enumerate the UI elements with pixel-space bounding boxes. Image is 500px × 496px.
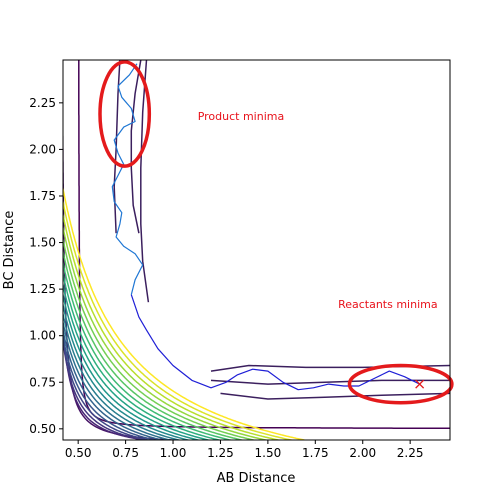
contour-line [63, 326, 165, 440]
plot-background [63, 60, 450, 440]
x-tick-label: 1.50 [255, 446, 282, 460]
y-tick-label: 1.75 [29, 189, 56, 203]
product-minima-ellipse [98, 60, 152, 168]
y-axis-ticks: 0.50 0.75 1.00 1.25 1.50 1.75 2.00 2.25 [29, 96, 63, 436]
trajectory-product-side [111, 63, 144, 295]
annotation-label: Reactants minima [338, 298, 438, 311]
reactants-minima-ellipse [347, 363, 454, 405]
contour-line [63, 211, 282, 440]
y-tick-label: 0.75 [29, 375, 56, 389]
contour-line [63, 291, 201, 440]
contour-line [63, 223, 270, 440]
inner-contour-line [220, 392, 450, 400]
y-tick-label: 2.25 [29, 96, 56, 110]
contour-line [63, 335, 148, 440]
contour-line [63, 332, 158, 440]
contour-line [63, 198, 295, 440]
contour-line [63, 247, 245, 440]
start-marker-x [415, 379, 425, 389]
contour-line [63, 335, 152, 440]
y-axis-label: BC Distance [2, 211, 17, 290]
trajectory-group [111, 63, 420, 391]
x-axis-ticks: 0.50 0.75 1.00 1.25 1.50 1.75 2.00 2.25 [65, 440, 424, 460]
y-tick-label: 0.50 [29, 422, 56, 436]
x-tick-label: 0.50 [65, 446, 92, 460]
contour-line [63, 259, 234, 440]
contour-line [63, 270, 223, 440]
inner-contour-line [210, 379, 450, 385]
y-tick-label: 2.00 [29, 142, 56, 156]
x-tick-label: 1.00 [160, 446, 187, 460]
x-tick-label: 1.25 [207, 446, 234, 460]
x-tick-label: 2.25 [397, 446, 424, 460]
annotation-label: Product minima [198, 110, 285, 123]
contour-line [63, 319, 173, 440]
contour-line [63, 235, 257, 440]
highlight-ellipses [98, 60, 454, 405]
plot-frame [62, 59, 451, 441]
contour-line [63, 317, 151, 440]
x-tick-label: 2.00 [349, 446, 376, 460]
contour-line [63, 310, 182, 440]
annotation-group: Product minima Reactants minima [198, 110, 438, 311]
start-marker [415, 379, 425, 389]
inner-contour-line [130, 60, 142, 234]
x-tick-label: 0.75 [112, 446, 139, 460]
contour-line [63, 281, 212, 440]
y-tick-label: 1.50 [29, 236, 56, 250]
x-tick-label: 1.75 [302, 446, 329, 460]
contour-line [63, 184, 308, 440]
x-axis-label: AB Distance [217, 471, 296, 486]
inner-contour-line [140, 60, 150, 303]
y-tick-label: 1.25 [29, 282, 56, 296]
contour-line [63, 301, 192, 440]
y-tick-label: 1.00 [29, 329, 56, 343]
contour-lines [63, 60, 450, 440]
trajectory-reactant-side [130, 294, 420, 391]
